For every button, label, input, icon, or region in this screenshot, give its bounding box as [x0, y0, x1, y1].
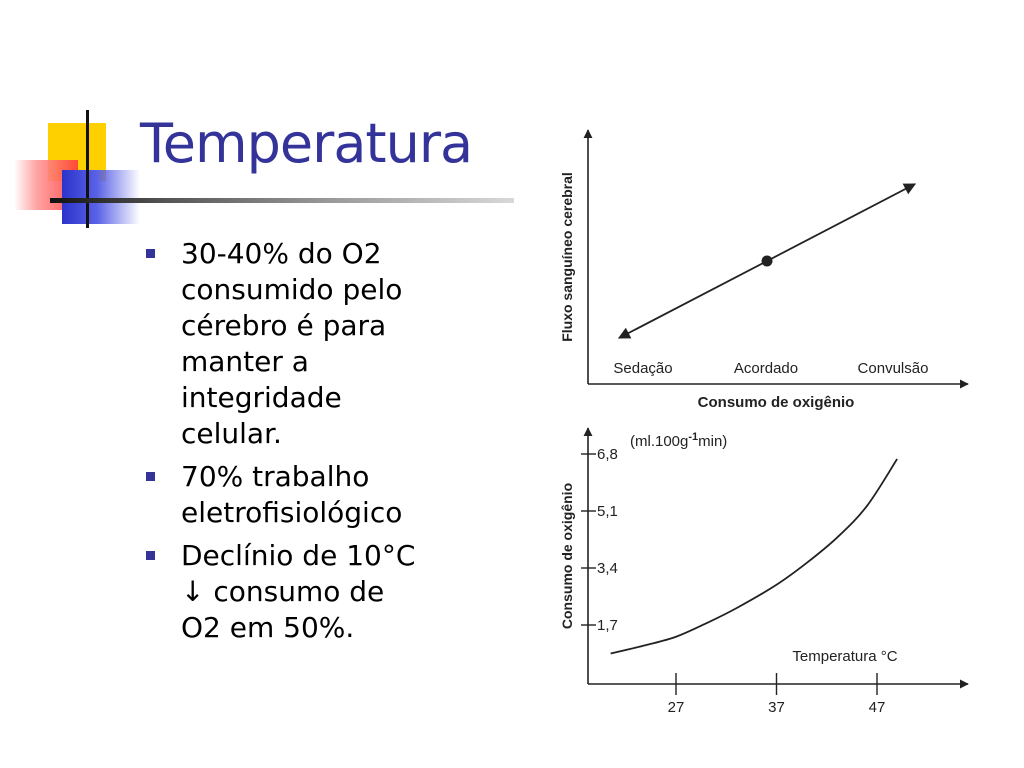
x-axis-label: Temperatura °C — [792, 648, 897, 665]
deco-vertical-line — [86, 110, 89, 228]
y-axis-label: Consumo de oxigênio — [559, 483, 575, 629]
x-tick-label: 37 — [768, 699, 785, 716]
bullet-item: Declínio de 10°C ↓ consumo de O2 em 50%. — [144, 538, 444, 646]
bullet-line: O2 em 50%. — [181, 611, 355, 644]
bullet-square-icon — [146, 249, 155, 258]
x-tick-label: Acordado — [734, 360, 798, 377]
unit-label: (ml.100g-1min) — [630, 431, 727, 450]
unit-label-superscript: -1 — [688, 431, 698, 443]
unit-label-prefix: (ml.100g — [630, 433, 688, 450]
series-curve — [610, 458, 898, 655]
y-tick-label: 1,7 — [597, 617, 618, 634]
bullet-line: integridade — [181, 381, 342, 414]
bullet-line: manter a — [181, 345, 309, 378]
y-axis-label: Fluxo sanguíneo cerebral — [559, 172, 575, 342]
deco-title-underline — [50, 198, 514, 203]
bullet-item: 70% trabalho eletrofisiológico — [144, 459, 444, 531]
bullet-line: celular. — [181, 417, 282, 450]
x-tick-label: 47 — [869, 699, 886, 716]
unit-label-suffix: min) — [698, 433, 727, 450]
data-point — [761, 255, 773, 267]
x-tick-label: Sedação — [613, 360, 672, 377]
y-tick-label: 6,8 — [597, 446, 618, 463]
bullet-item: 30-40% do O2 consumido pelo cérebro é pa… — [144, 236, 444, 452]
x-axis-label: Consumo de oxigênio — [698, 394, 855, 411]
bullet-line: cérebro é para — [181, 309, 387, 342]
slide-title: Temperatura — [140, 112, 473, 175]
bullet-square-icon — [146, 551, 155, 560]
bullet-line: 70% trabalho — [181, 460, 370, 493]
bullet-list: 30-40% do O2 consumido pelo cérebro é pa… — [144, 236, 444, 653]
bullet-line: consumido pelo — [181, 273, 403, 306]
bullet-line: ↓ consumo de — [181, 575, 385, 608]
bullet-line: 30-40% do O2 — [181, 237, 382, 270]
y-tick-label: 5,1 — [597, 503, 618, 520]
x-tick-label: Convulsão — [858, 360, 929, 377]
y-tick-label: 3,4 — [597, 560, 618, 577]
deco-blue-square — [62, 170, 140, 224]
bullet-line: Declínio de 10°C — [181, 539, 416, 572]
x-tick-label: 27 — [668, 699, 685, 716]
bullet-square-icon — [146, 472, 155, 481]
bullet-line: eletrofisiológico — [181, 496, 403, 529]
